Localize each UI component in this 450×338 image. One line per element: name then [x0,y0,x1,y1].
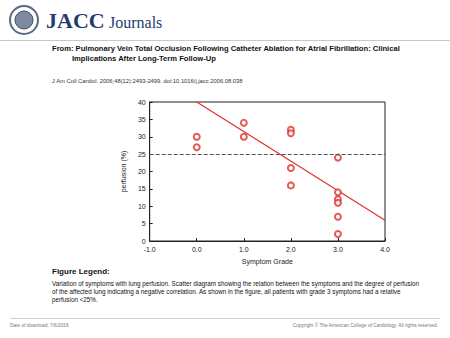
svg-text:0: 0 [142,238,146,245]
svg-text:35: 35 [138,116,146,123]
svg-text:3.0: 3.0 [333,246,343,253]
html-text:Variation of symptoms with lun: Variation of symptoms with lung perfusio… [52,280,420,303]
svg-text:perfusion (%): perfusion (%) [120,151,128,193]
svg-text:Journals: Journals [109,14,162,31]
svg-text:2.0: 2.0 [286,246,296,253]
svg-text:30: 30 [138,133,146,140]
html-text:From: Pulmonary Vein Total Occ: From: Pulmonary Vein Total Occlusion Fol… [52,44,400,63]
svg-text:10: 10 [138,203,146,210]
svg-text:JACC: JACC [46,8,105,33]
svg-text:4.0: 4.0 [380,246,390,253]
html-text:Copyright © The American Colle: Copyright © The American College of Card… [292,323,438,328]
svg-text:20: 20 [138,168,146,175]
svg-text:40: 40 [138,99,146,106]
svg-text:5: 5 [142,220,146,227]
svg-text:25: 25 [138,151,146,158]
html-text:Figure Legend:: Figure Legend: [52,267,110,276]
html-text:J Am Coll Cardiol. 2006;48(12): J Am Coll Cardiol. 2006;48(12):2493-2499… [52,78,243,84]
svg-text:15: 15 [138,185,146,192]
svg-text:-1.0: -1.0 [144,246,156,253]
svg-text:Symptom Grade: Symptom Grade [242,258,293,266]
html-text:Date of download: 7/6/2016: Date of download: 7/6/2016 [10,323,69,328]
svg-text:0.0: 0.0 [192,246,202,253]
svg-text:1.0: 1.0 [239,246,249,253]
